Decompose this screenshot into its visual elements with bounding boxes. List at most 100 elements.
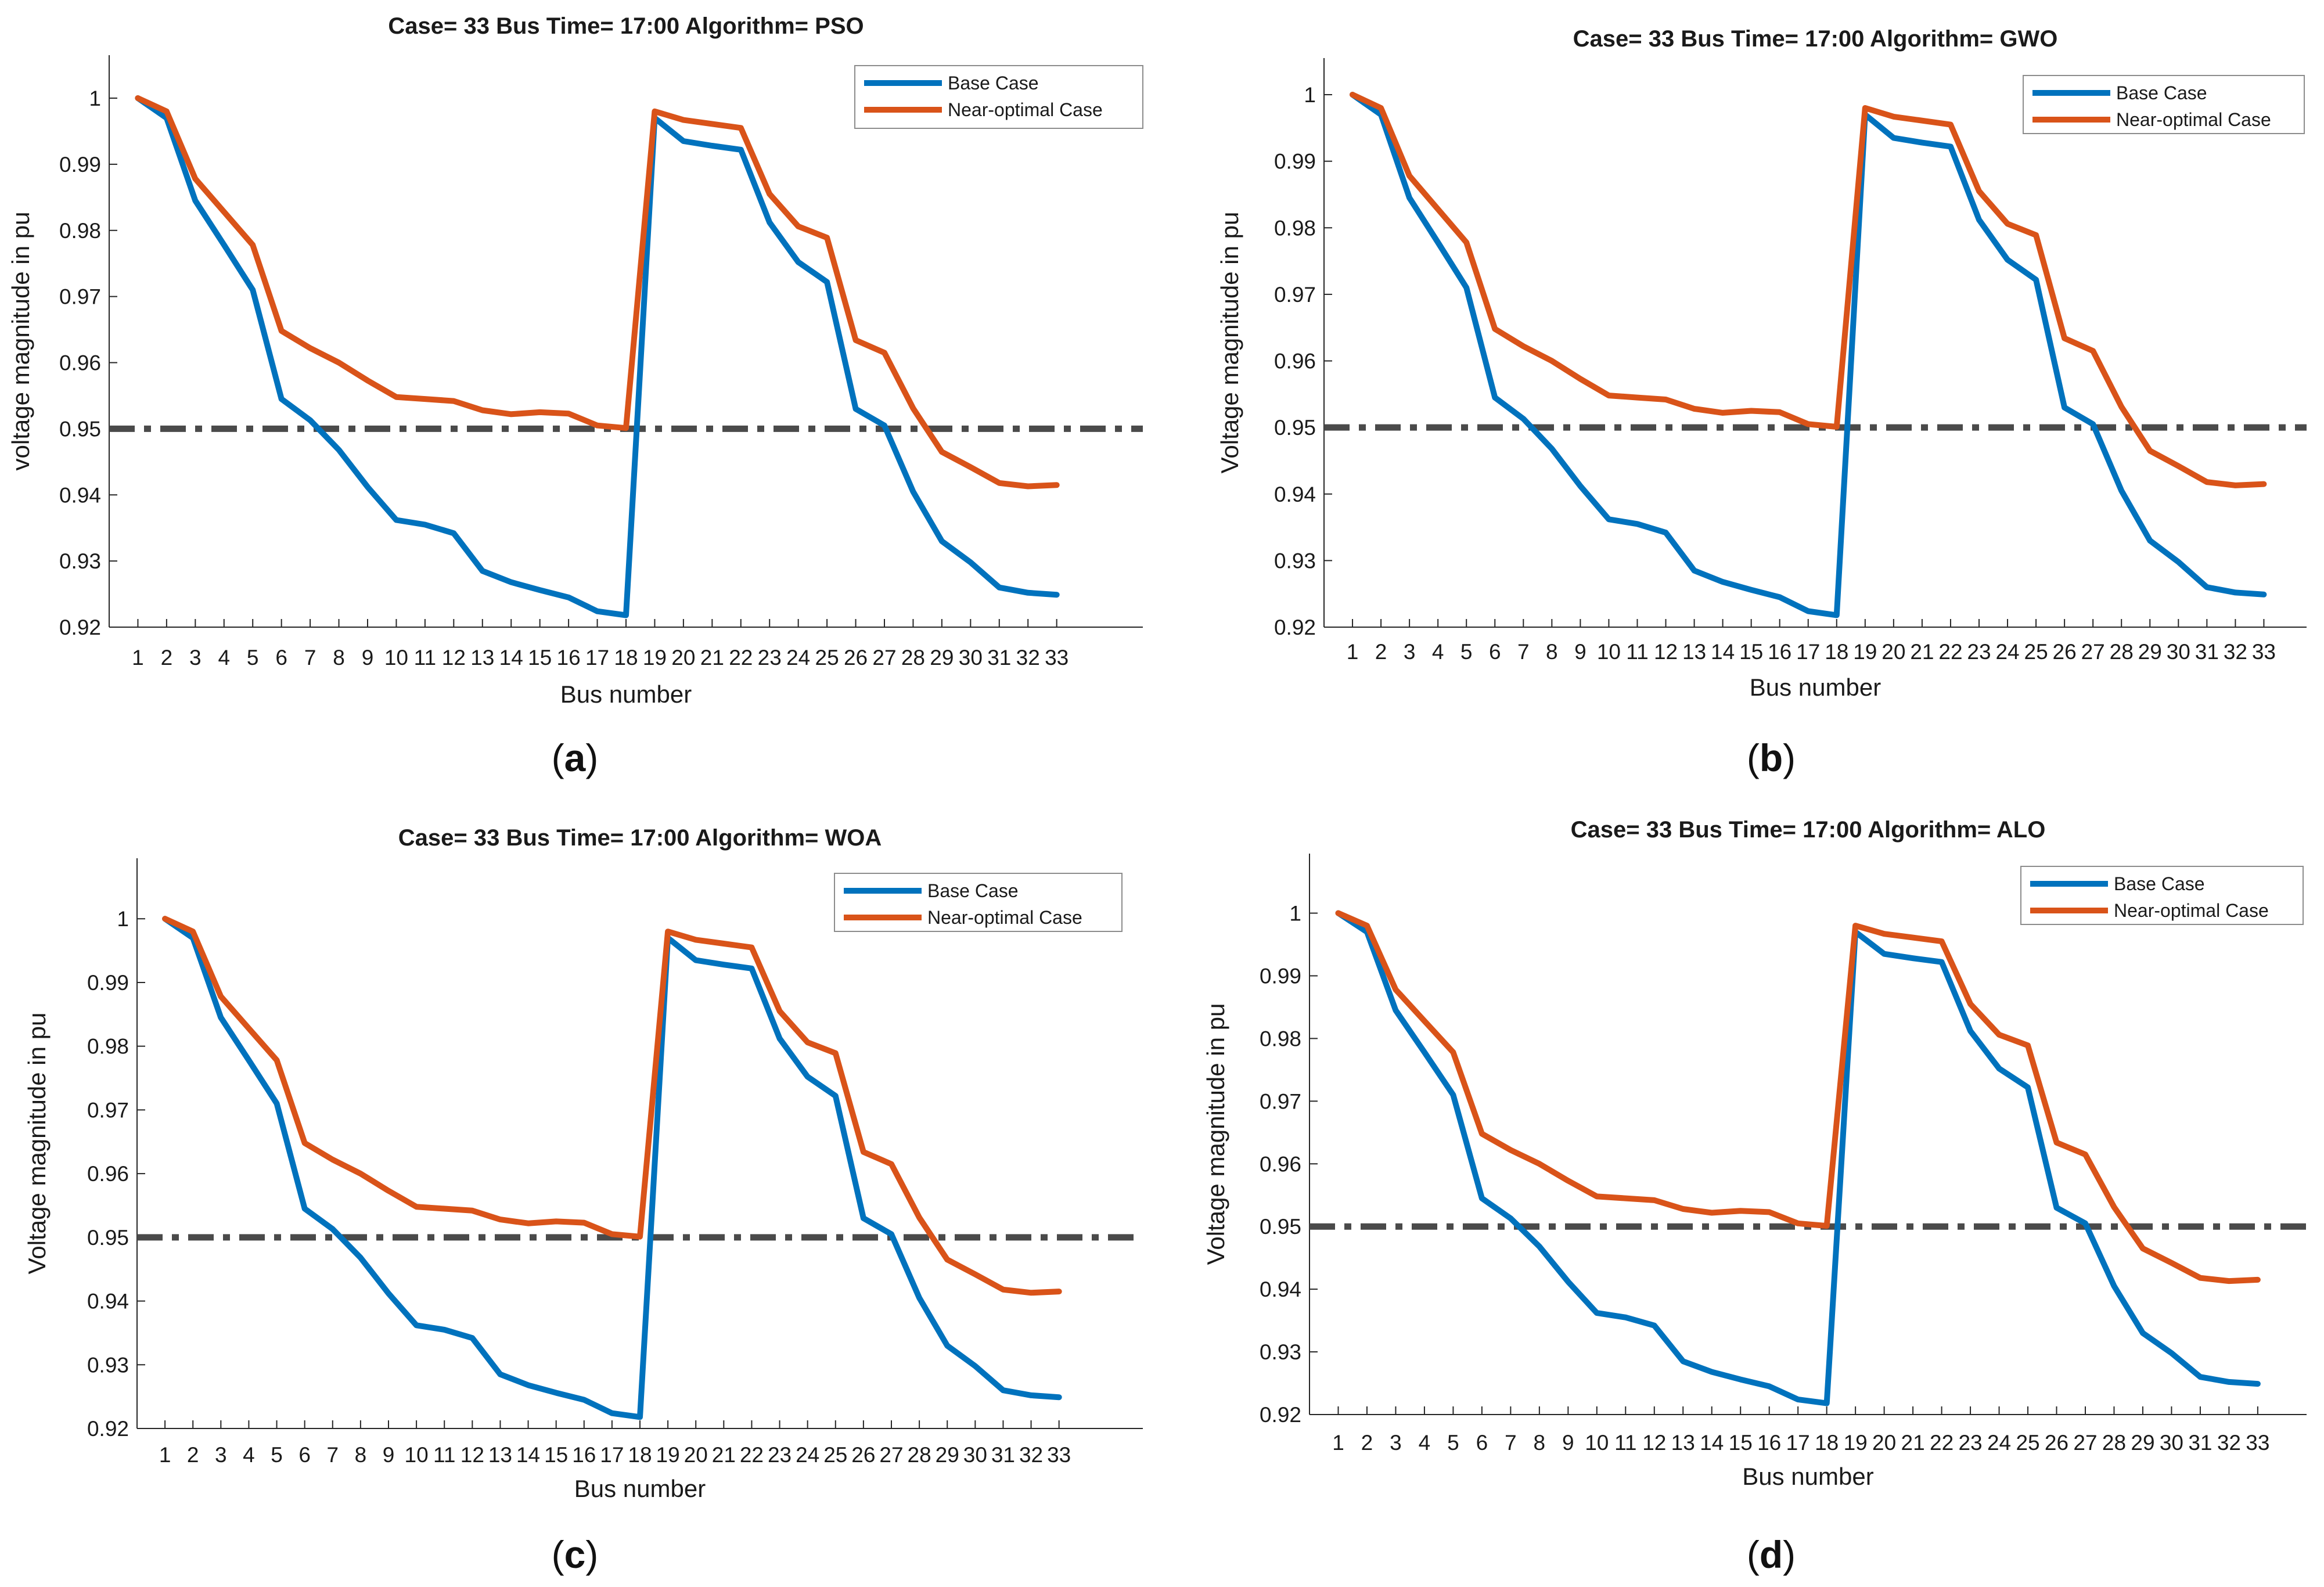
y-tick-label: 0.92	[1274, 616, 1316, 639]
x-tick-label: 27	[879, 1443, 903, 1467]
x-tick-label: 13	[470, 646, 494, 670]
y-axis-label: Voltage magnitude in pu	[1202, 1003, 1229, 1265]
series-line-base-case	[1335, 910, 2261, 1406]
x-tick-label: 29	[2131, 1431, 2154, 1455]
x-tick-label: 11	[1614, 1431, 1636, 1455]
y-tick-label: 0.94	[87, 1290, 129, 1313]
x-tick-label: 18	[1825, 640, 1848, 664]
y-tick-label: 1	[1289, 902, 1301, 926]
x-axis-label: Bus number	[574, 1475, 706, 1502]
y-tick-label: 0.98	[1260, 1027, 1301, 1050]
x-tick-label: 27	[872, 646, 896, 670]
y-tick-label: 0.99	[1274, 150, 1316, 174]
x-tick-label: 25	[823, 1443, 847, 1467]
x-tick-label: 16	[557, 646, 581, 670]
legend-box	[2023, 75, 2305, 134]
y-tick-label: 0.95	[59, 417, 101, 441]
x-tick-label: 16	[572, 1443, 596, 1467]
x-tick-label: 6	[1489, 640, 1501, 664]
x-tick-label: 5	[1460, 640, 1473, 664]
x-tick-label: 1	[159, 1443, 171, 1467]
x-tick-label: 21	[712, 1443, 736, 1467]
legend-label: Base Case	[927, 880, 1019, 901]
x-tick-label: 23	[1967, 640, 1991, 664]
y-tick-label: 0.95	[1260, 1215, 1301, 1239]
x-tick-label: 4	[218, 646, 230, 670]
series-line-near-optimal-case	[162, 916, 1062, 1296]
x-tick-label: 27	[2073, 1431, 2097, 1455]
x-tick-label: 22	[729, 646, 753, 670]
x-tick-label: 12	[461, 1443, 484, 1467]
x-tick-label: 23	[1958, 1431, 1982, 1455]
x-tick-label: 3	[215, 1443, 227, 1467]
legend-label: Base Case	[948, 73, 1039, 93]
x-tick-label: 1	[1332, 1431, 1344, 1455]
chart-title: Case= 33 Bus Time= 17:00 Algorithm= ALO	[1571, 817, 2046, 843]
x-tick-label: 23	[758, 646, 782, 670]
x-tick-label: 3	[189, 646, 202, 670]
x-tick-label: 23	[768, 1443, 792, 1467]
y-tick-label: 1	[1304, 83, 1316, 107]
panel-label: (c)	[552, 1533, 599, 1576]
x-tick-label: 13	[1682, 640, 1706, 664]
y-tick-label: 0.97	[1274, 283, 1316, 307]
x-tick-label: 29	[930, 646, 954, 670]
legend-label: Base Case	[2114, 873, 2205, 894]
x-tick-label: 25	[2024, 640, 2048, 664]
x-tick-label: 32	[1019, 1443, 1043, 1467]
x-tick-label: 28	[901, 646, 925, 670]
x-tick-label: 25	[815, 646, 839, 670]
x-tick-label: 10	[384, 646, 408, 670]
x-tick-label: 26	[844, 646, 868, 670]
series-line-base-case	[162, 916, 1062, 1420]
x-tick-label: 14	[516, 1443, 540, 1467]
x-tick-label: 25	[2016, 1431, 2039, 1455]
x-tick-label: 22	[740, 1443, 764, 1467]
x-tick-label: 28	[2110, 640, 2134, 664]
x-tick-label: 20	[671, 646, 695, 670]
x-tick-label: 32	[2217, 1431, 2241, 1455]
x-tick-label: 17	[600, 1443, 624, 1467]
panel-label: (b)	[1747, 736, 1796, 779]
series-line-near-optimal-case	[1335, 910, 2261, 1284]
x-tick-label: 33	[2252, 640, 2276, 664]
series-line-near-optimal-case	[135, 95, 1060, 490]
y-tick-label: 0.96	[1260, 1152, 1301, 1176]
x-tick-label: 31	[991, 1443, 1015, 1467]
x-tick-label: 33	[2246, 1431, 2269, 1455]
x-tick-label: 20	[1872, 1431, 1896, 1455]
legend-box	[2020, 866, 2304, 925]
y-tick-label: 0.99	[59, 153, 101, 177]
x-tick-label: 17	[1786, 1431, 1810, 1455]
x-tick-label: 24	[1995, 640, 2019, 664]
x-tick-label: 32	[2224, 640, 2247, 664]
x-tick-label: 29	[936, 1443, 959, 1467]
x-tick-label: 11	[414, 646, 436, 670]
x-tick-label: 14	[499, 646, 523, 670]
x-tick-label: 8	[355, 1443, 367, 1467]
y-tick-label: 1	[117, 907, 129, 931]
x-tick-label: 1	[1347, 640, 1359, 664]
panel-label: (a)	[552, 736, 599, 779]
y-tick-label: 0.92	[59, 616, 101, 639]
chart-panel-c: Case= 33 Bus Time= 17:00 Algorithm= WOA 0…	[23, 825, 1143, 1576]
x-tick-label: 24	[796, 1443, 819, 1467]
legend-label: Near-optimal Case	[948, 99, 1103, 120]
x-axis-label: Bus number	[560, 681, 692, 708]
x-tick-label: 1	[132, 646, 144, 670]
x-tick-label: 9	[1574, 640, 1586, 664]
x-tick-label: 4	[1432, 640, 1444, 664]
x-tick-label: 3	[1390, 1431, 1402, 1455]
x-tick-label: 15	[528, 646, 552, 670]
y-tick-label: 0.97	[1260, 1089, 1301, 1113]
y-tick-label: 0.93	[87, 1353, 129, 1377]
legend-label: Near-optimal Case	[2114, 900, 2269, 921]
x-tick-label: 4	[243, 1443, 255, 1467]
x-tick-label: 17	[1796, 640, 1820, 664]
x-tick-label: 20	[684, 1443, 708, 1467]
x-tick-label: 2	[1361, 1431, 1373, 1455]
x-tick-label: 12	[1642, 1431, 1666, 1455]
x-tick-label: 24	[786, 646, 810, 670]
y-tick-label: 0.95	[1274, 416, 1316, 440]
